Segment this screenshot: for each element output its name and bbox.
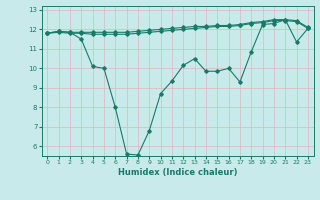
X-axis label: Humidex (Indice chaleur): Humidex (Indice chaleur) [118, 168, 237, 177]
